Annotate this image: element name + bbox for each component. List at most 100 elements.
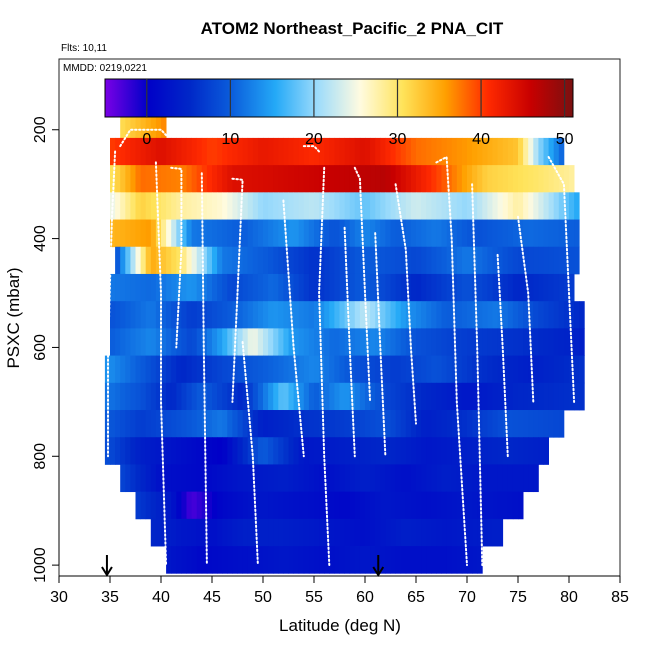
heatmap-cell bbox=[237, 301, 243, 329]
heatmap-cell bbox=[263, 464, 269, 493]
heatmap-cell bbox=[319, 491, 325, 520]
heatmap-cell bbox=[191, 192, 198, 220]
heatmap-cell bbox=[263, 491, 269, 520]
heatmap-cell bbox=[370, 437, 376, 465]
heatmap-cell bbox=[563, 301, 570, 329]
heatmap-cell bbox=[247, 301, 254, 329]
heatmap-cell bbox=[232, 219, 238, 248]
heatmap-cell bbox=[553, 273, 560, 302]
heatmap-cell bbox=[181, 437, 187, 465]
heatmap-cell bbox=[135, 110, 141, 139]
heatmap-cell bbox=[339, 546, 345, 574]
heatmap-cell bbox=[334, 546, 340, 574]
heatmap-cell bbox=[528, 410, 534, 438]
heatmap-cell bbox=[278, 273, 284, 302]
heatmap-cell bbox=[365, 410, 371, 438]
heatmap-cell bbox=[298, 464, 305, 493]
colorbar-tick-label: 50 bbox=[556, 131, 574, 148]
heatmap-cell bbox=[385, 246, 391, 275]
heatmap-cell bbox=[502, 491, 509, 520]
heatmap-cell bbox=[441, 437, 447, 465]
heatmap-cell bbox=[145, 355, 152, 384]
heatmap-cell bbox=[303, 382, 310, 411]
heatmap-cell bbox=[319, 328, 325, 356]
heatmap-cell bbox=[574, 301, 580, 329]
heatmap-cell bbox=[191, 518, 198, 547]
heatmap-cell bbox=[247, 137, 254, 166]
heatmap-cell bbox=[563, 192, 570, 220]
colorbar: 0 10 20 30 40 50 bbox=[104, 78, 574, 148]
heatmap-cell bbox=[507, 219, 514, 248]
heatmap-cell bbox=[482, 273, 488, 302]
heatmap-cell bbox=[268, 192, 274, 220]
colorbar-tick-label: 40 bbox=[472, 131, 490, 148]
heatmap-cell bbox=[222, 546, 228, 574]
heatmap-cell bbox=[512, 192, 519, 220]
heatmap-cell bbox=[319, 410, 325, 438]
heatmap-cell bbox=[436, 546, 442, 574]
heatmap-cell bbox=[227, 410, 233, 438]
heatmap-cell bbox=[370, 273, 376, 302]
heatmap-cell bbox=[263, 355, 269, 384]
heatmap-cell bbox=[354, 165, 361, 193]
heatmap-cell bbox=[196, 137, 203, 166]
heatmap-cell bbox=[472, 464, 478, 493]
heatmap-cell bbox=[461, 491, 468, 520]
heatmap-cell bbox=[467, 246, 473, 275]
heatmap-cell bbox=[334, 301, 340, 329]
heatmap-cell bbox=[487, 437, 493, 465]
heatmap-cell bbox=[201, 301, 208, 329]
heatmap-cell bbox=[191, 382, 198, 411]
heatmap-cell bbox=[324, 437, 330, 465]
heatmap-cell bbox=[201, 192, 208, 220]
heatmap-cell bbox=[237, 518, 243, 547]
heatmap-cell bbox=[191, 546, 198, 574]
heatmap-cell bbox=[212, 410, 218, 438]
x-tick-label: 40 bbox=[152, 589, 170, 606]
heatmap-cell bbox=[171, 410, 177, 438]
heatmap-cell bbox=[166, 328, 172, 356]
heatmap-cell bbox=[314, 410, 320, 438]
heatmap-cell bbox=[431, 301, 437, 329]
heatmap-cell bbox=[354, 437, 361, 465]
heatmap-cell bbox=[431, 546, 437, 574]
heatmap-cell bbox=[502, 165, 509, 193]
heatmap-cell bbox=[543, 410, 549, 438]
heatmap-cell bbox=[467, 355, 473, 384]
heatmap-cell bbox=[278, 382, 284, 411]
heatmap-cell bbox=[370, 328, 376, 356]
heatmap-cell bbox=[222, 137, 228, 166]
heatmap-cell bbox=[558, 273, 565, 302]
heatmap-cell bbox=[482, 328, 488, 356]
heatmap-cell bbox=[512, 246, 519, 275]
heatmap-cell bbox=[115, 410, 121, 438]
heatmap-cell bbox=[497, 437, 504, 465]
heatmap-cell bbox=[155, 192, 162, 220]
heatmap-cell bbox=[472, 192, 478, 220]
heatmap-cell bbox=[303, 355, 310, 384]
heatmap-cell bbox=[365, 518, 371, 547]
heatmap-cell bbox=[130, 219, 136, 248]
heatmap-cell bbox=[242, 192, 249, 220]
heatmap-cell bbox=[344, 328, 351, 356]
heatmap-cell bbox=[227, 464, 233, 493]
heatmap-cell bbox=[390, 246, 396, 275]
heatmap-cell bbox=[268, 219, 274, 248]
heatmap-cell bbox=[227, 382, 233, 411]
heatmap-cell bbox=[273, 491, 279, 520]
heatmap-cell bbox=[416, 437, 422, 465]
heatmap-cell bbox=[110, 382, 116, 411]
heatmap-cell bbox=[426, 165, 432, 193]
heatmap-cell bbox=[461, 301, 468, 329]
heatmap-cell bbox=[426, 518, 432, 547]
heatmap-cell bbox=[436, 518, 442, 547]
heatmap-cell bbox=[329, 328, 335, 356]
heatmap-cell bbox=[359, 219, 366, 248]
heatmap-cell bbox=[467, 464, 473, 493]
heatmap-cell bbox=[344, 464, 351, 493]
heatmap-cell bbox=[166, 301, 172, 329]
heatmap-cell bbox=[283, 246, 289, 275]
heatmap-cell bbox=[319, 301, 325, 329]
heatmap-cell bbox=[217, 219, 223, 248]
